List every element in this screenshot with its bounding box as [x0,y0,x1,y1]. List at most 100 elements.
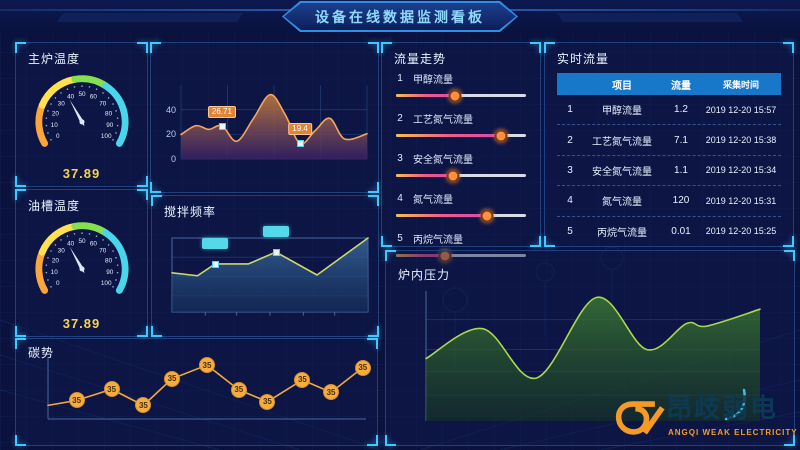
carbon-data-point: 35 [199,357,215,374]
svg-text:0: 0 [56,280,60,287]
company-logo: 昂歧弱电 ANGQI WEAK ELECTRICITY [614,392,797,446]
carbon-data-point: 35 [323,384,340,401]
panel-title: 实时流量 [557,52,610,66]
carbon-data-point: 35 [294,371,311,388]
flow-slider-track[interactable] [396,209,526,222]
flow-top-ytick-label: 20 [165,129,176,140]
flow-slider-head: 2 工艺氮气流量 [396,111,526,126]
flow-slider-track[interactable] [396,169,526,182]
table-cell: 1.2 [674,104,688,116]
panel-carbon-potential: 碳势 35 35 35 35 35 35 35 35 35 35 [15,338,378,446]
flow-slider-fill [396,214,487,217]
panel-corner-accent [15,326,26,337]
flow-slider-handle[interactable] [494,129,508,142]
panel-title: 流量走势 [394,52,447,66]
svg-text:20: 20 [51,111,59,118]
panel-corner-accent [368,195,379,206]
flow-slider-list: 1 甲醇流量 2 工艺氮气流量 3 安全氮气流量 4 氮气流量 5 丙烷气流量 [382,71,540,271]
svg-text:60: 60 [89,241,97,248]
carbon-data-point: 35 [230,381,247,398]
header-stripe-right [556,13,744,22]
stirring-tooltip [202,237,229,249]
panel-corner-accent [15,338,26,349]
panel-corner-accent [15,42,26,53]
svg-text:60: 60 [89,94,97,101]
oil-tank-value: 37.89 [62,316,101,331]
panel-corner-accent [367,435,378,446]
carbon-data-point: 35 [164,370,181,387]
table-cell: 工艺氮气流量 [592,136,652,148]
svg-text:30: 30 [57,100,65,107]
main-furnace-gauge: 0 10 20 30 40 50 60 70 80 90 100 [23,65,141,167]
flow-top-ytick-label: 40 [165,104,176,115]
flow-slider-index: 5 [397,233,403,244]
panel-corner-accent [368,326,379,337]
panel-corner-accent [367,338,378,349]
svg-text:100: 100 [100,280,111,287]
table-cell: 2019 12-20 15:25 [705,226,777,237]
header-line-left [0,9,295,11]
panel-corner-accent [385,250,396,261]
table-row[interactable]: 4 氮气流量 120 2019 12-20 15:31 [557,186,781,217]
table-cell: 0.01 [671,225,691,237]
svg-text:70: 70 [99,247,107,254]
table-header-row: 项目 流量 采集时间 [557,73,781,95]
svg-text:40: 40 [67,241,75,248]
flow-top-point-marker [218,122,226,130]
flow-slider-handle[interactable] [480,209,494,222]
panel-corner-accent [151,195,162,206]
panel-corner-accent [385,435,396,446]
flow-slider-track[interactable] [396,129,526,142]
flow-slider-handle[interactable] [446,169,460,182]
flow-slider-track[interactable] [396,89,526,102]
panel-main-furnace-temperature: 主炉温度 0 10 20 30 40 50 60 70 80 90 100 37.89 [15,42,148,187]
table-cell: 2019 12-20 15:57 [705,104,777,115]
table-row[interactable]: 3 安全氮气流量 1.1 2019 12-20 15:34 [557,156,781,187]
header-bar: 设备在线数据监测看板 [0,0,800,34]
flow-slider-index: 1 [397,73,403,84]
table-row[interactable]: 1 甲醇流量 1.2 2019 12-20 15:57 [557,95,781,126]
flow-top-value-badge: 19.4 [288,123,312,136]
table-cell: 2 [567,134,573,146]
stirring-point-marker [212,260,220,268]
panel-corner-accent [368,42,379,53]
panel-corner-accent [381,42,392,53]
flow-slider-item: 1 甲醇流量 [396,71,526,102]
svg-text:90: 90 [106,269,114,276]
flow-slider-label: 工艺氮气流量 [413,115,473,126]
carbon-data-point: 35 [354,359,371,376]
table-cell: 2019 12-20 15:34 [705,165,777,176]
panel-corner-accent [381,236,392,247]
table-row[interactable]: 2 工艺氮气流量 7.1 2019 12-20 15:38 [557,125,781,156]
oil-tank-gauge: 0 10 20 30 40 50 60 70 80 90 100 [23,212,141,314]
panel-corner-accent [783,236,794,247]
table-header-cell: 采集时间 [722,79,759,90]
flow-slider-label: 安全氮气流量 [413,155,473,166]
flow-slider-handle[interactable] [448,89,461,102]
table-cell: 1 [567,104,573,116]
stirring-frequency-chart [172,226,368,312]
logo-watermark-text: 昂歧弱电 [666,393,779,423]
flow-slider-fill [396,94,455,97]
panel-corner-accent [784,435,795,446]
flow-slider-item: 4 氮气流量 [396,191,526,222]
realtime-flow-table: 项目 流量 采集时间 1 甲醇流量 1.2 2019 12-20 15:57 2 工艺氮气流量 7… [557,73,781,246]
svg-text:10: 10 [50,122,58,129]
flow-slider-index: 4 [397,193,403,204]
svg-text:90: 90 [106,122,114,129]
header-line-right [505,9,800,11]
table-row[interactable]: 5 丙烷气流量 0.01 2019 12-20 15:25 [557,217,781,246]
flow-slider-head: 1 甲醇流量 [396,71,526,86]
panel-corner-accent [15,435,26,446]
panel-corner-accent [15,189,26,200]
flow-top-point-marker [297,140,305,148]
table-cell: 120 [672,195,690,207]
header-title-hexagon-inner: 设备在线数据监测看板 [284,3,516,30]
panel-title: 搅拌频率 [164,205,217,219]
panel-corner-accent [530,236,541,247]
flow-slider-track[interactable] [396,249,526,262]
stirring-svg [172,238,368,312]
header-title-hexagon: 设备在线数据监测看板 [282,1,518,32]
